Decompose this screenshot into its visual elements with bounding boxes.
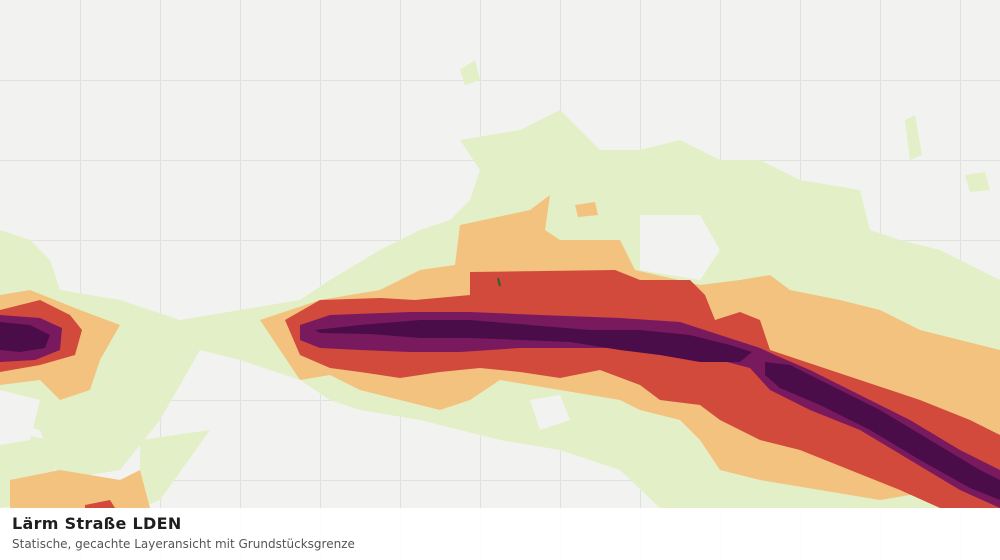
- layer-title: Lärm Straße LDEN: [12, 514, 182, 533]
- noise-gap: [0, 215, 720, 445]
- caption-panel: Lärm Straße LDEN Statische, gecachte Lay…: [0, 508, 1000, 560]
- property-boundary: [497, 277, 501, 287]
- noise-zone-extreme: [0, 320, 1000, 500]
- layer-subtitle: Statische, gecachte Layeransicht mit Gru…: [12, 537, 355, 551]
